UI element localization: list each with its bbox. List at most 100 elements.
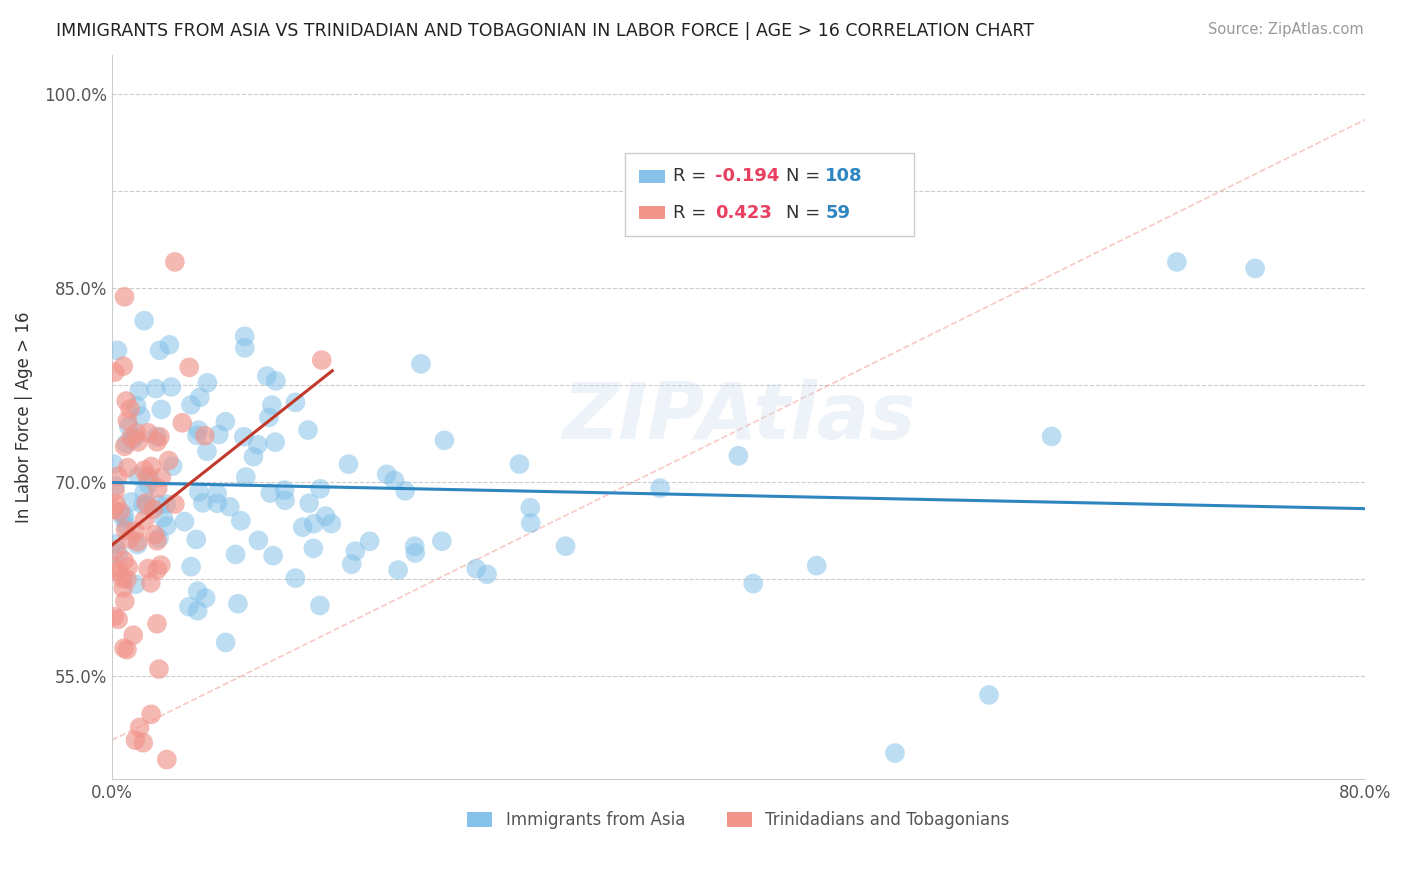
Point: [115, 519, 138, 533]
Point: [309, 599, 332, 613]
Point: [214, 635, 236, 649]
Point: [260, 398, 283, 412]
Point: [127, 538, 149, 552]
Point: [120, 495, 142, 509]
Point: [218, 500, 240, 514]
Point: [519, 500, 541, 515]
Point: [150, 402, 173, 417]
Point: [242, 450, 264, 464]
Point: [1166, 255, 1188, 269]
Point: [188, 390, 211, 404]
Point: [141, 459, 163, 474]
Point: [138, 470, 160, 484]
Point: [1244, 261, 1267, 276]
Point: [107, 565, 129, 579]
Point: [475, 567, 498, 582]
Point: [394, 483, 416, 498]
Point: [139, 575, 162, 590]
Point: [284, 571, 307, 585]
Point: [136, 561, 159, 575]
Point: [173, 515, 195, 529]
Text: IMMIGRANTS FROM ASIA VS TRINIDADIAN AND TOBAGONIAN IN LABOR FORCE | AGE > 16 COR: IMMIGRANTS FROM ASIA VS TRINIDADIAN AND …: [56, 22, 1035, 40]
Point: [298, 496, 321, 510]
Point: [127, 534, 149, 549]
Point: [115, 394, 138, 409]
Point: [105, 542, 128, 557]
Point: [207, 496, 229, 510]
Point: [132, 736, 155, 750]
Point: [103, 457, 125, 471]
Point: [977, 688, 1000, 702]
Point: [104, 479, 127, 493]
Point: [150, 470, 173, 484]
Point: [112, 553, 135, 567]
Point: [107, 469, 129, 483]
Point: [233, 341, 256, 355]
Point: [107, 612, 129, 626]
Point: [114, 508, 136, 523]
Text: ZIPAtlas: ZIPAtlas: [561, 379, 915, 455]
Point: [105, 497, 128, 511]
Point: [138, 477, 160, 491]
Point: [197, 376, 219, 390]
Point: [247, 533, 270, 548]
Point: [264, 435, 287, 450]
Point: [291, 520, 314, 534]
Point: [155, 497, 177, 511]
Point: [195, 444, 218, 458]
Point: [125, 425, 148, 440]
Point: [302, 541, 325, 556]
Point: [187, 484, 209, 499]
Point: [152, 510, 174, 524]
Point: [177, 599, 200, 614]
Point: [256, 369, 278, 384]
Point: [114, 290, 136, 304]
Point: [156, 752, 179, 766]
Point: [136, 425, 159, 440]
Point: [554, 539, 576, 553]
Point: [117, 560, 139, 574]
Point: [134, 513, 156, 527]
Point: [235, 470, 257, 484]
Point: [163, 255, 186, 269]
Point: [340, 557, 363, 571]
Point: [344, 544, 367, 558]
Point: [118, 419, 141, 434]
Point: [337, 457, 360, 471]
Point: [302, 516, 325, 531]
Point: [103, 559, 125, 574]
Point: [148, 662, 170, 676]
Point: [179, 360, 201, 375]
Legend: Immigrants from Asia, Trinidadians and Tobagonians: Immigrants from Asia, Trinidadians and T…: [461, 805, 1017, 836]
Point: [112, 641, 135, 656]
Point: [186, 533, 208, 547]
Point: [187, 604, 209, 618]
Point: [146, 434, 169, 449]
Point: [145, 429, 167, 443]
Point: [404, 546, 426, 560]
Point: [114, 594, 136, 608]
Point: [157, 453, 180, 467]
Point: [409, 357, 432, 371]
Point: [149, 558, 172, 572]
Point: [229, 514, 252, 528]
Point: [146, 533, 169, 548]
Point: [191, 496, 214, 510]
Point: [387, 563, 409, 577]
Point: [519, 516, 541, 530]
Point: [257, 410, 280, 425]
Point: [180, 559, 202, 574]
Point: [430, 534, 453, 549]
Text: R =: R =: [673, 168, 713, 186]
Point: [124, 429, 146, 443]
Point: [225, 548, 247, 562]
Point: [127, 469, 149, 483]
Point: [145, 382, 167, 396]
Point: [118, 532, 141, 546]
Point: [110, 505, 132, 519]
Point: [143, 527, 166, 541]
Point: [359, 534, 381, 549]
Point: [384, 473, 406, 487]
Point: [148, 531, 170, 545]
Point: [194, 428, 217, 442]
